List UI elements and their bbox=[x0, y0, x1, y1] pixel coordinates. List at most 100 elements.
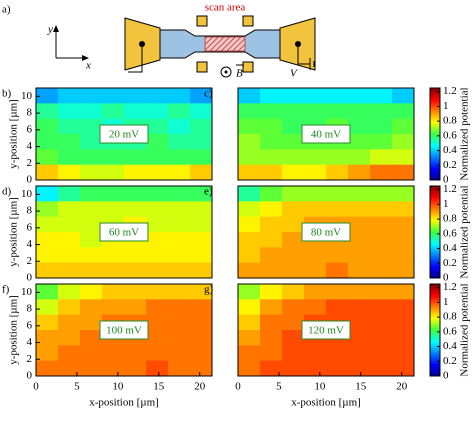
heatmap-cell bbox=[260, 103, 283, 120]
heatmap-cell bbox=[282, 201, 305, 218]
heatmap-cell bbox=[124, 247, 147, 264]
heatmap-cell bbox=[190, 314, 213, 331]
heatmap-cell bbox=[370, 118, 393, 135]
heatmap-cell bbox=[370, 186, 393, 202]
heatmap-cell bbox=[282, 216, 305, 233]
heatmap-cell bbox=[392, 134, 415, 150]
heatmap-cell bbox=[36, 284, 59, 300]
colorbar-tick-label: 0.2 bbox=[443, 257, 457, 269]
heatmap-cell bbox=[326, 360, 349, 377]
scan-area bbox=[204, 36, 246, 52]
heatmap-cell bbox=[146, 232, 169, 248]
heatmap-cell bbox=[58, 299, 81, 316]
heatmap-cell bbox=[326, 345, 349, 362]
heatmap-cell bbox=[36, 314, 59, 331]
heatmap-cell bbox=[260, 330, 283, 346]
heatmap-cell bbox=[370, 201, 393, 218]
x-tick-label: 0 bbox=[235, 381, 241, 393]
heatmap-cell bbox=[282, 284, 305, 300]
heatmap-cell bbox=[392, 201, 415, 218]
x-axis-label: x-position [µm] bbox=[89, 397, 159, 409]
voltage-label: V bbox=[290, 68, 298, 80]
y-tick-label: 2 bbox=[27, 255, 33, 267]
heatmap-cell bbox=[168, 247, 191, 264]
heatmap-cell bbox=[326, 262, 349, 279]
heatmap-cell bbox=[190, 164, 213, 181]
heatmap-cell bbox=[348, 314, 371, 331]
heatmap-cell bbox=[190, 262, 213, 279]
heatmap-cell bbox=[238, 284, 261, 300]
colorbar-tick-label: 1 bbox=[443, 100, 449, 112]
heatmap-cell bbox=[80, 330, 103, 346]
heatmap-cell bbox=[238, 186, 261, 202]
y-tick-label: 10 bbox=[21, 90, 33, 102]
field-symbol bbox=[224, 70, 228, 74]
heatmap-cell bbox=[36, 247, 59, 264]
heatmap-cell bbox=[80, 314, 103, 331]
annotation: 80 mV bbox=[311, 227, 341, 239]
heatmap-cell bbox=[58, 149, 81, 166]
heatmap-cell bbox=[304, 360, 327, 377]
heatmap-cell bbox=[36, 186, 59, 202]
heatmap-cell bbox=[168, 345, 191, 362]
heatmap-cell bbox=[80, 88, 103, 104]
heatmap-cell bbox=[282, 88, 305, 104]
colorbar-tick-label: 0.6 bbox=[443, 227, 457, 239]
plot-frame bbox=[35, 87, 213, 181]
heatmap-cell bbox=[260, 216, 283, 233]
heatmap-cell bbox=[124, 201, 147, 218]
heatmap-cell bbox=[80, 345, 103, 362]
heatmap-cell bbox=[80, 164, 103, 181]
heatmap-cell bbox=[282, 118, 305, 135]
heatmap-cell bbox=[260, 314, 283, 331]
heatmap-cell bbox=[36, 103, 59, 120]
colorbar-tick-label: 0.6 bbox=[443, 325, 457, 337]
y-axis-label: y-position [µm] bbox=[8, 197, 20, 267]
heatmap-cell bbox=[124, 299, 147, 316]
heatmap-cell bbox=[392, 284, 415, 300]
heatmap-cell bbox=[304, 164, 327, 181]
heatmap-cell bbox=[238, 103, 261, 120]
colorbar-tick-label: 0 bbox=[443, 174, 449, 186]
heatmap-cell bbox=[238, 345, 261, 362]
heatmap-cell bbox=[80, 134, 103, 150]
annotation: 100 mV bbox=[106, 325, 142, 337]
heatmap-cell bbox=[168, 232, 191, 248]
heatmap-cell bbox=[238, 164, 261, 181]
heatmap-cell bbox=[392, 330, 415, 346]
heatmap-cell bbox=[304, 345, 327, 362]
heatmap-cell bbox=[392, 314, 415, 331]
heatmap-cell bbox=[238, 134, 261, 150]
heatmap-cell bbox=[168, 262, 191, 279]
heatmap-cell bbox=[370, 299, 393, 316]
heatmap-cell bbox=[80, 360, 103, 377]
colorbar bbox=[429, 283, 441, 377]
heatmap-cell bbox=[304, 247, 327, 264]
heatmap-cell bbox=[190, 330, 213, 346]
annotation-box bbox=[99, 222, 149, 242]
heatmap-cell bbox=[238, 299, 261, 316]
colorbar-tick-label: 0.4 bbox=[443, 340, 457, 352]
y-tick-label: 2 bbox=[27, 353, 33, 365]
heatmap-cell bbox=[36, 345, 59, 362]
heatmap-cell bbox=[58, 118, 81, 135]
heatmap-cell bbox=[58, 186, 81, 202]
annotation-box bbox=[99, 320, 149, 340]
heatmap-cell bbox=[326, 103, 349, 120]
colorbar-tick-label: 1.2 bbox=[443, 85, 457, 97]
heatmap-cell bbox=[102, 186, 125, 202]
annotation-box bbox=[301, 124, 351, 144]
heatmap-cell bbox=[238, 88, 261, 104]
y-tick-label: 6 bbox=[27, 221, 33, 233]
wire bbox=[297, 44, 310, 65]
heatmap-cell bbox=[326, 186, 349, 202]
heatmap-cell bbox=[304, 149, 327, 166]
heatmap-cell bbox=[370, 360, 393, 377]
heatmap-cell bbox=[102, 360, 125, 377]
heatmap-cell bbox=[80, 149, 103, 166]
heatmap-cell bbox=[370, 149, 393, 166]
heatmap-cell bbox=[168, 164, 191, 181]
heatmap-cell bbox=[58, 134, 81, 150]
heatmap-cell bbox=[124, 186, 147, 202]
heatmap-cell bbox=[260, 134, 283, 150]
